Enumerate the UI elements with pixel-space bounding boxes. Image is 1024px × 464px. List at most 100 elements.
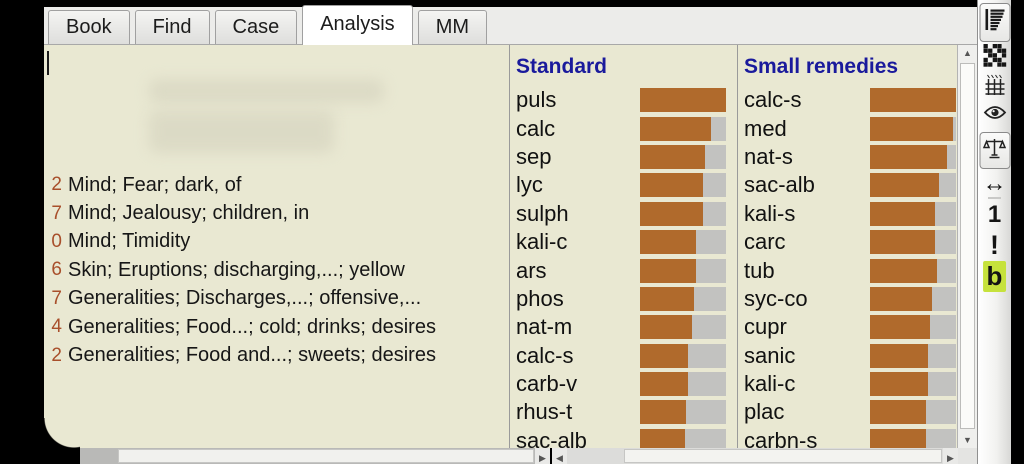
vertical-scrollbar-thumb[interactable] <box>960 63 975 429</box>
hatched-grid-icon <box>983 74 1006 102</box>
vertical-scrollbar[interactable]: ▲ ▼ <box>957 45 977 448</box>
remedy-bar-track <box>870 343 956 368</box>
h-scroll-left-arrow[interactable]: ◀ <box>552 448 567 464</box>
right-toolbar: ↔ 1 ! b <box>977 0 1011 464</box>
scroll-down-arrow[interactable]: ▼ <box>963 435 972 445</box>
rubric-count: 0 <box>51 230 62 252</box>
remedy-name: plac <box>744 399 785 425</box>
rubric-text: Generalities; Food and...; sweets; desir… <box>68 344 436 367</box>
remedy-name: ars <box>516 257 547 283</box>
scroll-up-arrow[interactable]: ▲ <box>963 48 972 58</box>
remedy-row[interactable]: tub <box>738 256 957 284</box>
rubric-count: 7 <box>51 202 62 224</box>
remedy-bar <box>640 315 692 340</box>
remedy-row[interactable]: carb-v <box>510 370 737 398</box>
tab-case[interactable]: Case <box>214 10 298 44</box>
sorted-bars-icon <box>983 7 1007 38</box>
remedy-name: carbn-s <box>744 427 818 448</box>
remedy-row[interactable]: calc <box>510 114 737 142</box>
remedy-name: carc <box>744 229 786 255</box>
boenninghausen-button[interactable]: b <box>982 261 1007 292</box>
tab-mm[interactable]: MM <box>417 10 488 44</box>
remedy-bar-track <box>640 258 726 283</box>
remedy-bar-track <box>640 144 726 169</box>
remedy-row[interactable]: cupr <box>738 313 957 341</box>
remedy-row[interactable]: med <box>738 114 957 142</box>
h-scrollbar-left-thumb[interactable] <box>118 449 534 463</box>
tab-find[interactable]: Find <box>134 10 210 44</box>
remedy-row[interactable]: syc-co <box>738 285 957 313</box>
h-scroll-right-arrow[interactable]: ▶ <box>943 448 958 464</box>
remedy-row[interactable]: nat-s <box>738 143 957 171</box>
rubric-row[interactable]: 0 Mind; Timidity <box>44 228 508 256</box>
remedy-row[interactable]: kali-c <box>510 228 737 256</box>
remedy-bar <box>640 400 687 425</box>
remedy-row[interactable]: ars <box>510 256 737 284</box>
rubric-row[interactable]: 2 Generalities; Food and...; sweets; des… <box>44 341 508 369</box>
remedy-bar-track <box>870 428 956 448</box>
remedy-row[interactable]: carc <box>738 228 957 256</box>
show-hide-button[interactable] <box>983 104 1007 126</box>
remedy-row[interactable]: nat-m <box>510 313 737 341</box>
remedy-bar-track <box>870 144 956 169</box>
toolbar-separator <box>988 197 1001 199</box>
remedy-row[interactable]: calc-s <box>510 342 737 370</box>
remedy-bar-track <box>870 400 956 425</box>
rubric-row[interactable]: 6 Skin; Eruptions; discharging,...; yell… <box>44 256 508 284</box>
remedy-bar-track <box>870 116 956 141</box>
grading-button[interactable]: ! <box>990 230 999 261</box>
remedy-row[interactable]: rhus-t <box>510 398 737 426</box>
remedy-bar <box>640 343 689 368</box>
tab-analysis[interactable]: Analysis <box>302 5 413 45</box>
scrollbar-corner <box>958 448 977 464</box>
single-view-button[interactable]: 1 <box>987 201 1002 228</box>
remedy-name: sanic <box>744 342 796 368</box>
remedy-row[interactable]: plac <box>738 398 957 426</box>
remedy-row[interactable]: kali-c <box>738 370 957 398</box>
pane-divider <box>737 45 738 448</box>
remedy-bar-track <box>870 258 956 283</box>
remedy-row[interactable]: sac-alb <box>510 427 737 448</box>
h-scrollbar-left[interactable]: ▶ <box>44 448 550 464</box>
remedy-bar-track <box>640 286 726 311</box>
remedy-bar-track <box>870 286 956 311</box>
remedy-row[interactable]: sanic <box>738 342 957 370</box>
rubric-text: Mind; Timidity <box>68 230 191 253</box>
resize-width-button[interactable]: ↔ <box>983 170 1007 198</box>
remedy-name: lyc <box>516 172 543 198</box>
remedy-row[interactable]: carbn-s <box>738 427 957 448</box>
remedy-row[interactable]: sac-alb <box>738 171 957 199</box>
remedy-name: kali-c <box>516 229 568 255</box>
remedy-bar-track <box>640 343 726 368</box>
remedy-row[interactable]: lyc <box>510 171 737 199</box>
remedy-bar <box>870 428 926 448</box>
sorted-analysis-view-button[interactable] <box>979 3 1010 42</box>
remedy-name: nat-m <box>516 314 573 340</box>
weigh-remedies-button[interactable] <box>979 132 1010 169</box>
remedy-name: tub <box>744 257 775 283</box>
rubric-row[interactable]: 2 Mind; Fear; dark, of <box>44 171 508 199</box>
rubric-row[interactable]: 7 Mind; Jealousy; children, in <box>44 199 508 227</box>
grid-view-button[interactable] <box>983 44 1006 72</box>
tab-book[interactable]: Book <box>48 10 130 44</box>
remedy-bar <box>870 372 928 397</box>
h-scrollbar-right-thumb[interactable] <box>624 449 942 463</box>
remedy-bar-track <box>870 201 956 226</box>
remedy-bar <box>870 230 936 255</box>
remedy-bar-track <box>640 230 726 255</box>
rubric-text: Mind; Jealousy; children, in <box>68 202 310 225</box>
remedy-row[interactable]: phos <box>510 285 737 313</box>
remedy-row[interactable]: sep <box>510 143 737 171</box>
remedy-row[interactable]: calc-s <box>738 86 957 114</box>
remedy-row[interactable]: kali-s <box>738 200 957 228</box>
rubric-row[interactable]: 4 Generalities; Food...; cold; drinks; d… <box>44 313 508 341</box>
remedy-row[interactable]: puls <box>510 86 737 114</box>
rubric-row[interactable]: 7 Generalities; Discharges,...; offensiv… <box>44 285 508 313</box>
remedy-bar-track <box>870 173 956 198</box>
h-scrollbar-right[interactable]: ◀ ▶ <box>552 448 958 464</box>
blurred-text <box>149 111 334 153</box>
remedy-row[interactable]: sulph <box>510 200 737 228</box>
scales-icon <box>982 136 1007 165</box>
table-view-button[interactable] <box>983 74 1006 102</box>
h-scroll-right-arrow[interactable]: ▶ <box>535 448 550 464</box>
